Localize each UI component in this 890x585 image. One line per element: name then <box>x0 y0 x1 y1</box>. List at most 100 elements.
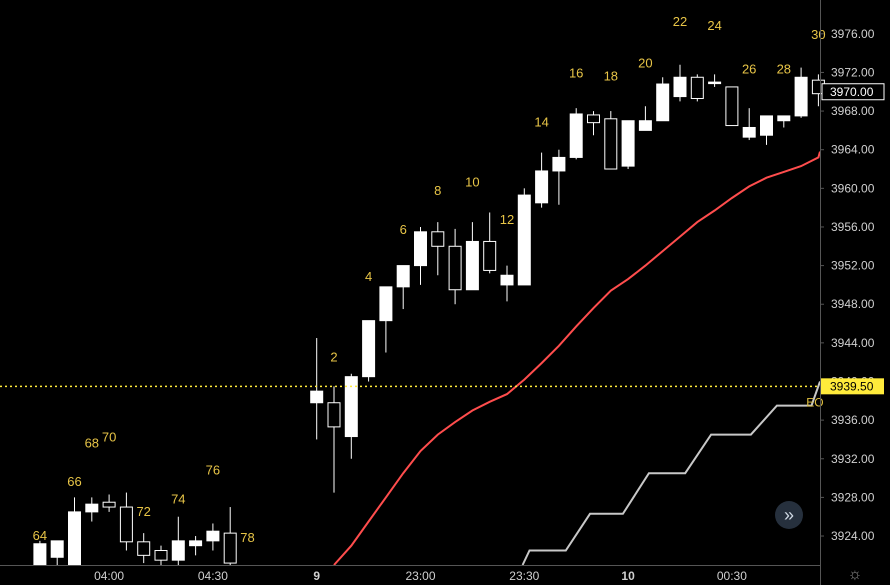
bar-number-label: 22 <box>673 14 687 29</box>
bar-number-label: 18 <box>604 68 618 83</box>
price-tick-label: 3960.00 <box>831 181 875 195</box>
price-line-tag <box>821 378 884 395</box>
bar-number-label: 14 <box>534 115 548 130</box>
candle-body <box>310 390 324 404</box>
bar-number-label: 64 <box>33 528 47 543</box>
candle-body <box>621 120 635 167</box>
candle-body <box>171 540 185 561</box>
candle-body <box>465 240 479 291</box>
candle-body <box>708 81 722 85</box>
price-tick-label: 3964.00 <box>831 143 875 157</box>
candle-body <box>517 194 531 286</box>
scroll-to-latest-button[interactable]: » <box>775 501 803 529</box>
step-line-label: EO <box>806 396 823 410</box>
bar-number-label: 76 <box>206 462 220 477</box>
bar-number-label: 6 <box>400 222 407 237</box>
time-tick-label: 10 <box>621 569 635 583</box>
time-tick-label: 04:30 <box>198 569 228 583</box>
bar-number-label: 20 <box>638 56 652 71</box>
bar-number-label: 68 <box>85 435 99 450</box>
last-price-tag <box>821 83 885 101</box>
price-tick-label: 3924.00 <box>831 529 875 543</box>
candle-body <box>483 240 497 271</box>
bar-number-label: 72 <box>136 504 150 519</box>
bar-number-label: 74 <box>171 491 185 506</box>
candle-body <box>569 113 583 158</box>
price-axis[interactable]: 3976.00 3972.00 3968.00 3964.00 3960.00 3956.… <box>820 27 875 543</box>
candle-body <box>223 532 237 564</box>
candle-body <box>379 286 393 322</box>
price-tick-label: 3948.00 <box>831 297 875 311</box>
candle-body <box>189 540 203 547</box>
bar-number-label: 78 <box>240 530 254 545</box>
step-line-layer: EO <box>521 381 824 566</box>
time-tick-label: 04:00 <box>94 569 124 583</box>
candle-body <box>587 114 600 124</box>
bar-number-label: 10 <box>465 175 479 190</box>
candle-body <box>604 118 618 170</box>
candle-body <box>50 540 64 558</box>
candle-body <box>344 376 358 438</box>
price-tick-label: 3928.00 <box>831 490 875 504</box>
candle-body <box>690 76 704 100</box>
candle-body <box>673 76 687 98</box>
price-line-tag-label: 3939.50 <box>830 379 874 393</box>
candle-body <box>154 550 168 561</box>
bar-number-label: 4 <box>365 269 372 284</box>
candle-body <box>500 274 514 286</box>
candle-body <box>206 530 220 542</box>
candle-body <box>362 320 376 378</box>
bar-number-label: 16 <box>569 65 583 80</box>
candle-body <box>327 402 341 428</box>
price-tick-label: 3936.00 <box>831 413 875 427</box>
candle-body <box>535 170 549 204</box>
price-tick-label: 3956.00 <box>831 220 875 234</box>
price-tags-layer: 3970.00 3939.50 <box>821 83 885 395</box>
candle-body <box>794 76 808 117</box>
bar-number-label: 26 <box>742 62 756 77</box>
double-chevron-right-icon: » <box>783 504 794 525</box>
candle-body <box>448 245 462 291</box>
candle-body <box>742 126 756 138</box>
price-tick-label: 3976.00 <box>831 27 875 41</box>
bar-number-label: 30 <box>811 27 825 42</box>
candles-layer <box>33 64 825 566</box>
bar-number-label: 8 <box>434 183 441 198</box>
bar-number-label: 24 <box>707 18 721 33</box>
time-tick-label: 9 <box>313 569 320 583</box>
candle-body <box>656 83 670 122</box>
price-tick-label: 3932.00 <box>831 452 875 466</box>
price-tick-label: 3944.00 <box>831 336 875 350</box>
moving-average-layer <box>333 151 821 566</box>
candle-body <box>33 543 47 566</box>
bar-number-label: 70 <box>102 430 116 445</box>
last-price-tag-label: 3970.00 <box>830 85 874 99</box>
candle-body <box>137 541 151 556</box>
candle-body <box>725 86 739 127</box>
time-tick-label: 23:00 <box>405 569 435 583</box>
bar-number-label: 66 <box>67 474 81 489</box>
candle-body <box>638 120 652 131</box>
candle-body <box>68 511 81 566</box>
candle-body <box>102 501 116 508</box>
price-tick-label: 3952.00 <box>831 259 875 273</box>
gear-icon[interactable]: ☼ <box>847 566 863 583</box>
bar-number-label: 12 <box>500 212 514 227</box>
bar-number-label: 28 <box>777 62 791 77</box>
candle-body <box>85 503 99 513</box>
time-tick-label: 23:30 <box>509 569 539 583</box>
bar-number-label: 2 <box>330 349 337 364</box>
candle-body <box>777 115 791 122</box>
moving-average-line <box>333 151 821 566</box>
candle-body <box>396 265 410 288</box>
candle-body <box>552 156 566 172</box>
price-tick-label: 3968.00 <box>831 104 875 118</box>
candle-body <box>414 231 427 267</box>
candle-body <box>119 506 133 543</box>
time-tick-label: 00:30 <box>717 569 747 583</box>
candle-body <box>431 231 445 247</box>
time-axis[interactable]: 04:00 04:30 9 23:00 23:30 10 00:30 <box>94 569 747 583</box>
step-line <box>521 381 821 566</box>
